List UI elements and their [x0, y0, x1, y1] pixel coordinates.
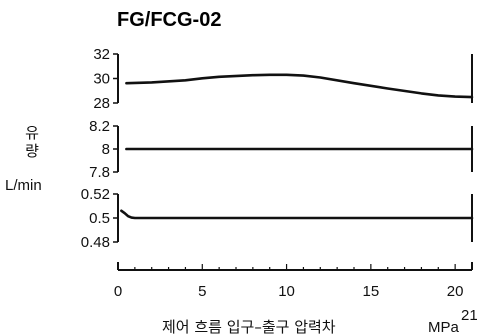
panel-middle-ytick-label: 8 [102, 141, 110, 158]
xtick-label: 15 [363, 283, 380, 300]
xtick-label: 20 [447, 283, 464, 300]
chart-panels: 32 30 28 8.2 8 7.8 0.52 0.5 0.48 [81, 46, 474, 251]
panel-bottom: 0.52 0.5 0.48 [81, 186, 474, 251]
y-label-line-1: 유 [25, 124, 39, 142]
x-axis-label: 제어 흐름 입구–출구 압력차 [162, 318, 336, 336]
x-axis-unit-superscript: 21 [461, 307, 478, 324]
x-axis: 0 5 10 15 20 [114, 262, 473, 300]
y-unit-label: L/min [5, 177, 42, 194]
panel-middle: 8.2 8 7.8 [89, 118, 474, 181]
x-axis-unit: MPa [428, 319, 460, 336]
panel-top-series-line [125, 73, 474, 99]
xtick-label: 0 [114, 283, 122, 300]
y-label-line-2: 량 [25, 142, 39, 160]
panel-bottom-ytick-label: 0.52 [81, 186, 110, 203]
panel-middle-ytick-label: 8.2 [89, 118, 110, 135]
panel-top-ytick-label: 32 [93, 46, 110, 63]
panel-top-ytick-label: 30 [93, 71, 110, 88]
panel-top-ytick-label: 28 [93, 95, 110, 112]
chart-title: FG/FCG-02 [117, 9, 221, 31]
panel-bottom-series-line [120, 209, 474, 220]
xtick-label: 5 [198, 283, 206, 300]
panel-middle-ytick-label: 7.8 [89, 164, 110, 181]
panel-top: 32 30 28 [93, 46, 474, 112]
panel-bottom-ytick-label: 0.5 [89, 210, 110, 227]
panel-bottom-ytick-label: 0.48 [81, 234, 110, 251]
xtick-label: 10 [278, 283, 295, 300]
